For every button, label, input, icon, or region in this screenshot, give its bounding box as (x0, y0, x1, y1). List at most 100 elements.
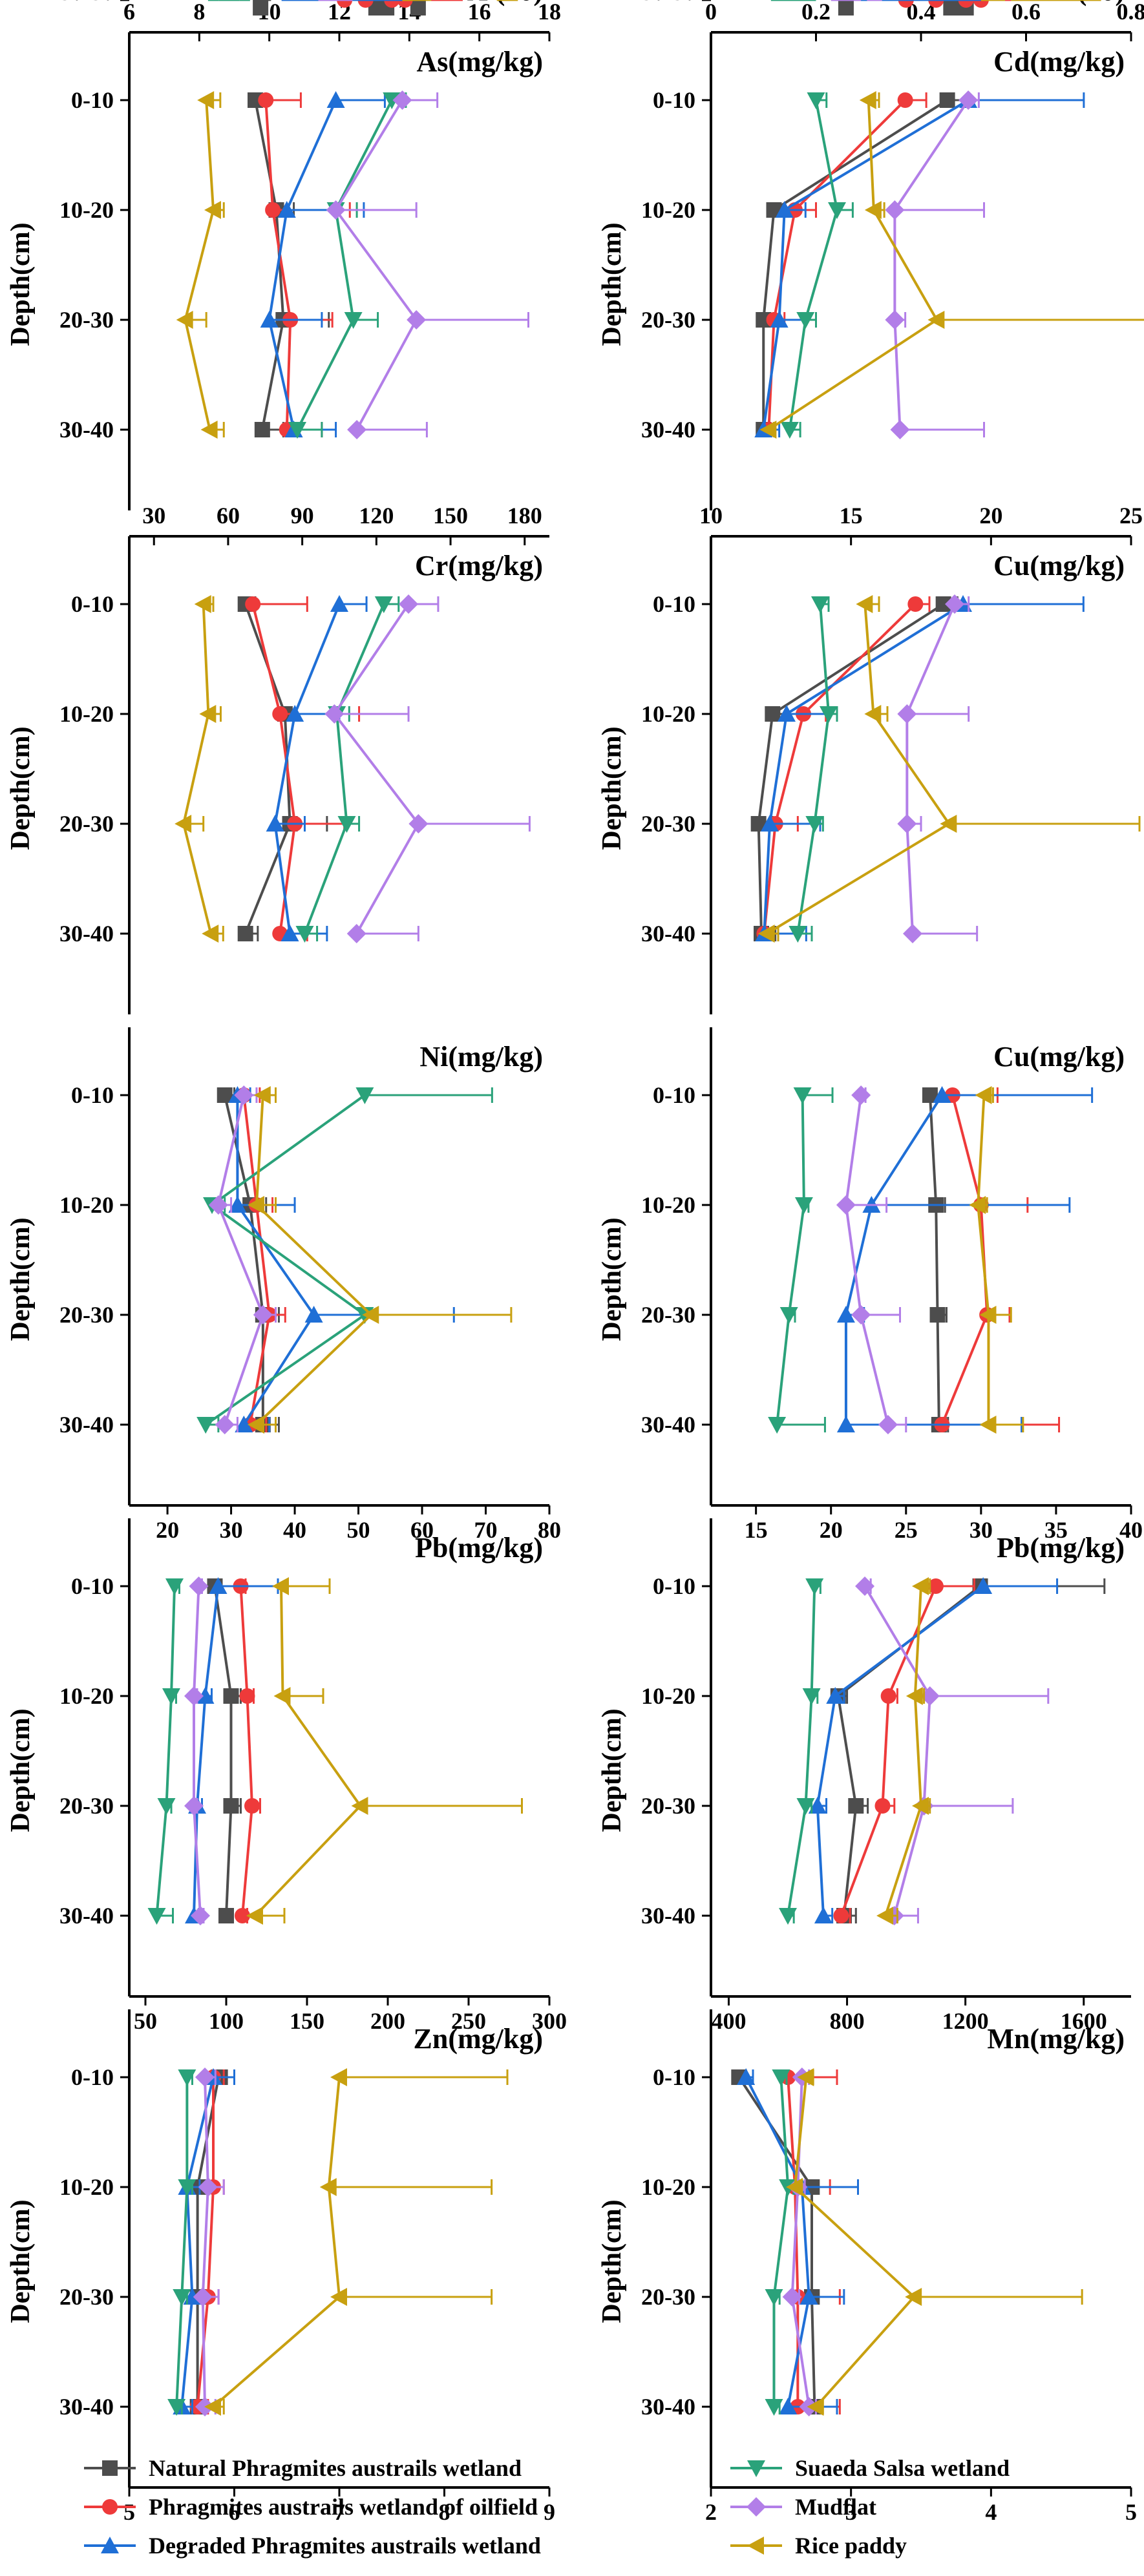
data-point (802, 1688, 821, 1705)
series-line (762, 99, 948, 430)
series-natural (830, 1578, 1106, 1923)
data-point (162, 1688, 180, 1705)
series-mudflat (326, 90, 529, 439)
data-point (326, 200, 346, 220)
data-point (195, 2068, 215, 2087)
y-axis-title: Depth(cm) (597, 726, 627, 850)
series-line (788, 99, 839, 430)
series-line (264, 99, 292, 430)
y-tick-label: 10-20 (641, 2174, 695, 2200)
data-point (878, 1415, 898, 1434)
series-degraded (266, 595, 368, 941)
series-line (816, 1585, 984, 1916)
data-point (178, 2069, 196, 2086)
data-point (789, 926, 807, 943)
y-tick-label: 20-30 (59, 2284, 114, 2310)
series-suaeda (147, 1578, 184, 1925)
series-natural (253, 0, 460, 16)
panel-title: Pb(mg/kg) (997, 1532, 1125, 1564)
series-line (180, 2077, 215, 2407)
data-point (253, 1086, 271, 1104)
data-point (277, 201, 296, 218)
data-point (979, 1416, 997, 1434)
x-tick-label: 150 (290, 2008, 324, 2034)
data-point (304, 1306, 323, 1323)
data-point (765, 2399, 783, 2416)
data-point (757, 925, 775, 943)
data-point (175, 815, 192, 833)
data-point (204, 201, 221, 219)
legend-marker (747, 2497, 766, 2517)
data-point (147, 1908, 166, 1925)
panel-cumgkg: 15 20 25 30 35 40 0-10 10-20 20-30 30-40 Cu(mg/kg) (641, 1027, 1143, 1543)
y-tick-label: 20-30 (641, 0, 695, 5)
series-line (787, 1586, 816, 1916)
data-point (410, 0, 426, 16)
x-tick-label: 6 (229, 2499, 240, 2525)
x-tick-label: 90 (291, 503, 314, 529)
series-oilfield (756, 596, 931, 941)
panel-title: Mn(mg/kg) (987, 2023, 1125, 2055)
legend-marker (102, 2499, 118, 2515)
data-point (407, 310, 427, 330)
x-tick-label: 150 (433, 503, 468, 529)
y-axis-title: Depth(cm) (6, 2199, 36, 2323)
x-tick-label: 35 (1044, 1517, 1068, 1543)
data-point (253, 1305, 273, 1325)
data-point (808, 1797, 827, 1814)
data-point (974, 1577, 993, 1594)
x-tick-label: 0 (705, 0, 717, 25)
y-tick-label: 10-20 (641, 1683, 695, 1709)
series-rice (876, 1577, 931, 1925)
data-point (197, 91, 215, 109)
data-point (228, 1196, 247, 1213)
series-line (863, 1585, 931, 1916)
data-point (905, 2288, 922, 2306)
panel-title: Cd(mg/kg) (993, 46, 1125, 78)
series-line (255, 1094, 374, 1426)
series-oilfield (833, 1578, 975, 1923)
data-point (855, 1576, 875, 1596)
series-line (184, 99, 215, 430)
series-mudflat (897, 594, 979, 943)
x-tick-label: 5 (123, 2499, 135, 2525)
x-tick-label: 0.8 (1117, 0, 1144, 25)
data-point (768, 1417, 787, 1434)
data-point (408, 814, 429, 833)
y-tick-label: 0-10 (71, 1573, 114, 1599)
series-mudflat (855, 1576, 1050, 1925)
data-point (898, 0, 914, 8)
data-point (927, 311, 945, 329)
x-tick-label: 40 (1119, 1517, 1143, 1543)
y-tick-label: 30-40 (59, 921, 114, 947)
data-point (780, 422, 799, 439)
series-line (273, 603, 341, 934)
series-line (182, 603, 213, 934)
data-point (836, 1416, 855, 1432)
legend-label: Rice paddy (795, 2533, 907, 2559)
x-tick-label: 300 (532, 2008, 567, 2034)
series-rice (247, 1086, 513, 1434)
data-point (330, 2068, 347, 2086)
x-tick-label: 10 (699, 503, 723, 529)
y-tick-label: 10-20 (641, 701, 695, 727)
x-tick-label: 180 (507, 503, 542, 529)
data-point (933, 1086, 951, 1103)
data-point (193, 2287, 213, 2307)
legend: Natural Phragmites austrails wetland Suae… (84, 2455, 1010, 2559)
y-tick-label: 0-10 (653, 0, 695, 5)
y-tick-label: 20-30 (641, 307, 695, 333)
x-tick-label: 60 (217, 503, 240, 529)
y-tick-label: 0-10 (71, 2064, 114, 2090)
series-rice (246, 1577, 523, 1925)
series-line (766, 603, 951, 935)
data-point (237, 926, 253, 941)
data-point (254, 422, 270, 437)
data-point (876, 1907, 894, 1925)
series-line (254, 1586, 363, 1917)
series-line (332, 603, 420, 934)
data-point (324, 704, 344, 724)
y-tick-label: 30-40 (59, 0, 114, 5)
data-point (208, 1195, 228, 1215)
